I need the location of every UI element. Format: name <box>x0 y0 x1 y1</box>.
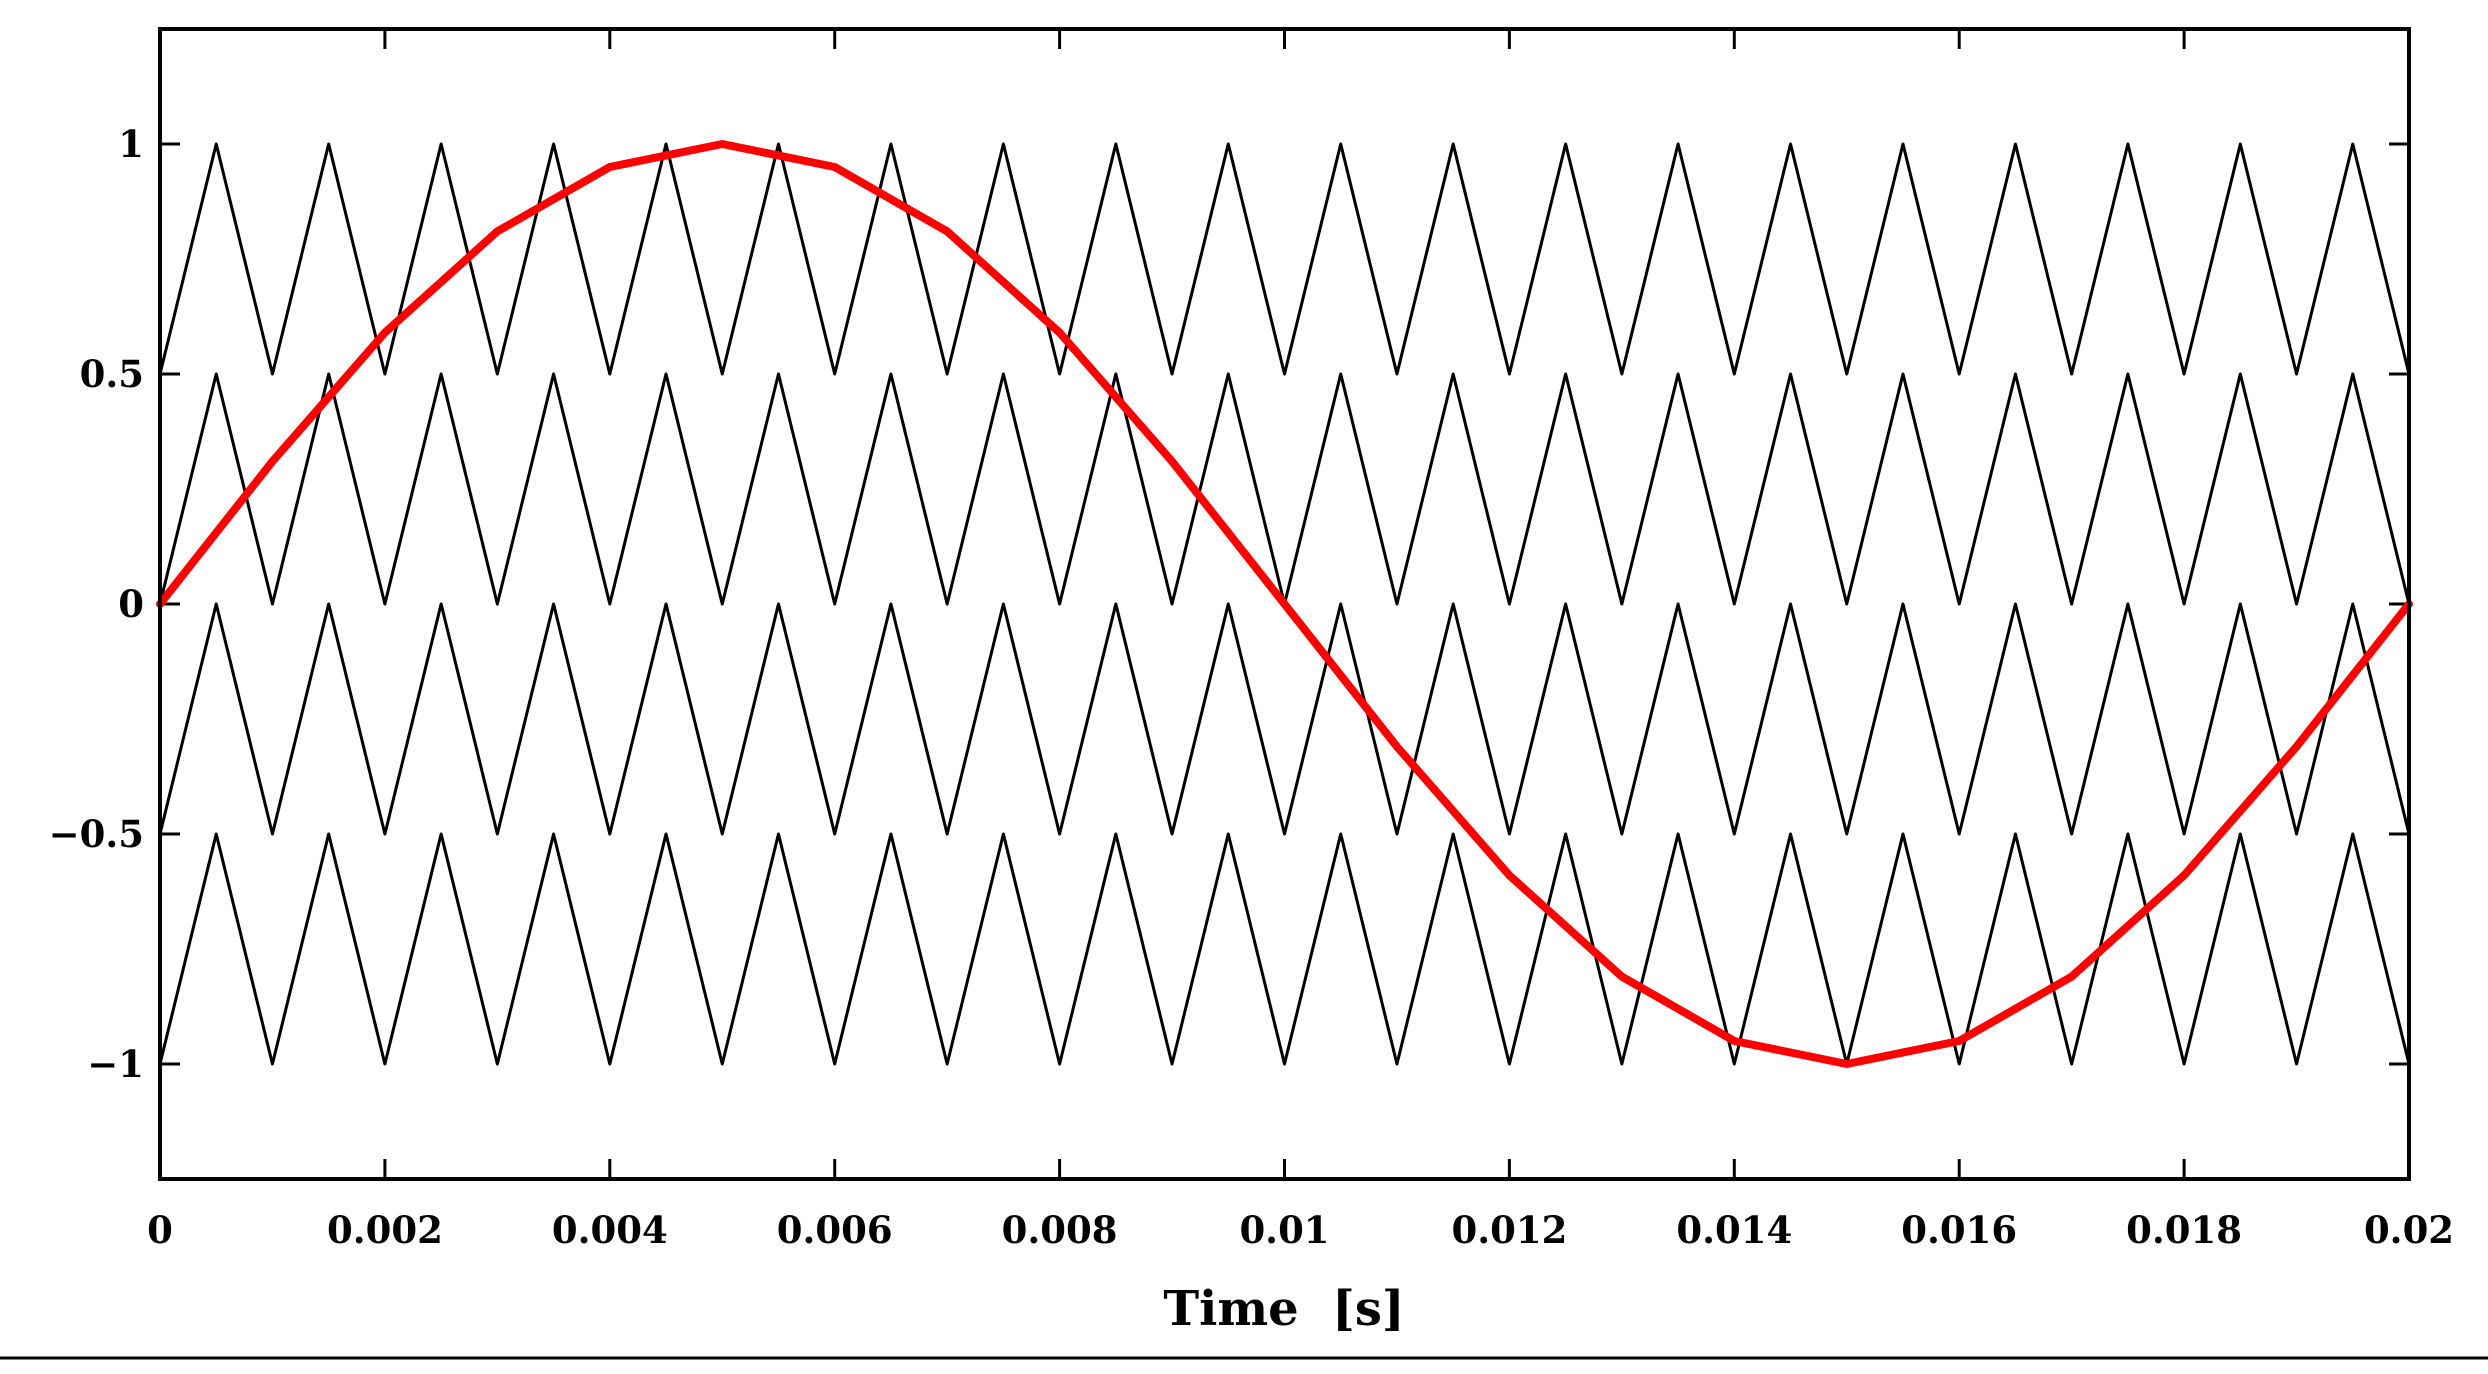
x-tick-label: 0.016 <box>1901 1208 2017 1252</box>
x-tick-label: 0 <box>147 1208 173 1252</box>
x-tick-label: 0.012 <box>1451 1208 1567 1252</box>
x-tick-label: 0.006 <box>777 1208 893 1252</box>
plot-series <box>156 140 2413 1068</box>
x-tick-label: 0.014 <box>1676 1208 1792 1252</box>
x-tick-label: 0.02 <box>2364 1208 2454 1252</box>
x-tick-label: 0.01 <box>1239 1208 1329 1252</box>
x-tick-label: 0.002 <box>327 1208 443 1252</box>
x-axis-title: Time [s] <box>1163 1281 1404 1337</box>
x-tick-label: 0.004 <box>552 1208 668 1252</box>
carrier-triangle-line-1 <box>158 142 2411 376</box>
y-tick-labels: 1 0.5 0 −0.5 −1 <box>49 122 144 1086</box>
plot-frame <box>158 27 2411 1181</box>
x-tick-labels: 0 0.002 0.004 0.006 0.008 0.01 0.012 0.014 0.016… <box>147 1208 2454 1252</box>
carrier-triangle-line-4 <box>158 832 2411 1066</box>
carrier-triangle-line-2 <box>158 372 2411 606</box>
y-tick-label: −1 <box>87 1042 144 1086</box>
x-tick-label: 0.008 <box>1002 1208 1118 1252</box>
x-tick-label: 0.018 <box>2126 1208 2242 1252</box>
y-tick-label: −0.5 <box>49 812 144 856</box>
y-tick-label: 1 <box>118 122 144 166</box>
y-tick-label: 0 <box>118 582 144 626</box>
carrier-triangle-line-3 <box>158 602 2411 836</box>
reference-sine-line <box>156 140 2413 1068</box>
y-tick-label: 0.5 <box>80 352 144 396</box>
